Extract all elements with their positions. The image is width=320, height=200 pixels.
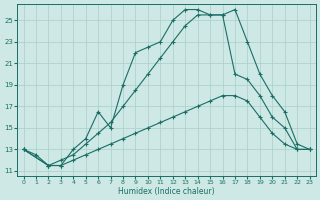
X-axis label: Humidex (Indice chaleur): Humidex (Indice chaleur) <box>118 187 215 196</box>
